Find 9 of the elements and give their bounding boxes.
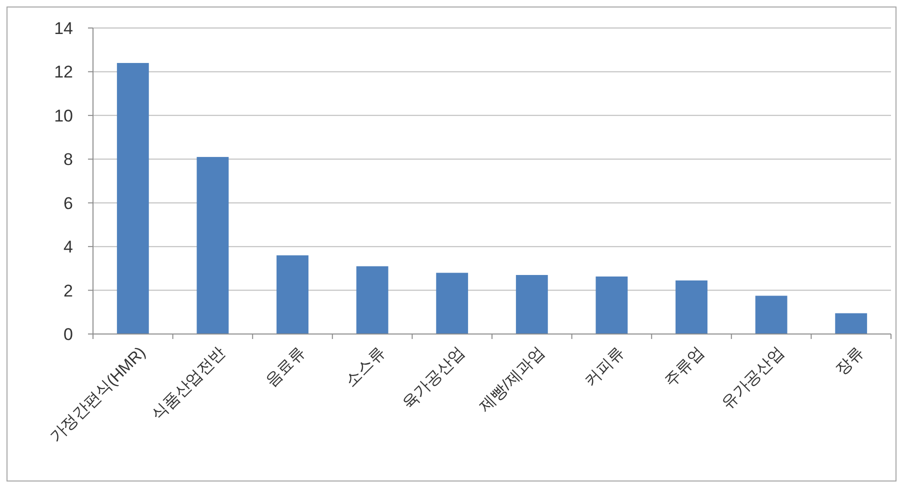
y-tick-label: 6 — [64, 194, 73, 213]
y-tick-label: 12 — [54, 62, 73, 82]
y-tick-label: 4 — [64, 238, 73, 257]
y-tick-label: 8 — [64, 150, 73, 170]
y-tick-label: 10 — [54, 106, 73, 126]
x-tick-label: 장류 — [832, 344, 868, 379]
y-tick-label: 2 — [64, 281, 73, 300]
y-tick-label: 14 — [54, 19, 73, 38]
y-tick-label: 0 — [64, 325, 73, 344]
